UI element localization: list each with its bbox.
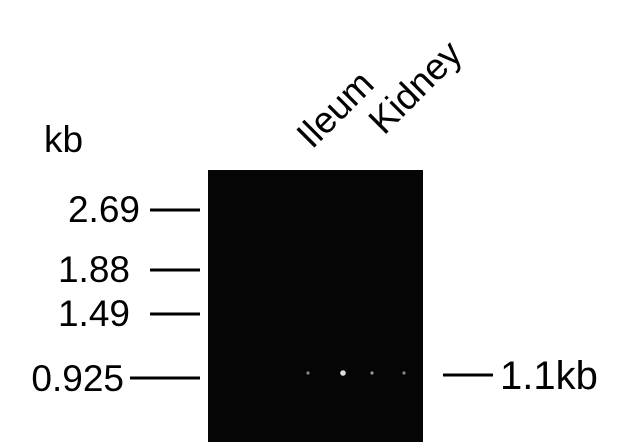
blot: [208, 170, 423, 442]
marker-label: 1.88: [58, 249, 130, 290]
northern-blot-figure: kb Ileum Kidney 2.69 1.88 1.49 0.925 1.1…: [0, 0, 641, 442]
band-annotation: 1.1kb: [500, 354, 598, 398]
unit-label: kb: [44, 119, 83, 160]
marker-label: 0.925: [31, 358, 124, 399]
marker-label: 1.49: [58, 293, 130, 334]
marker-label: 2.69: [68, 189, 140, 230]
